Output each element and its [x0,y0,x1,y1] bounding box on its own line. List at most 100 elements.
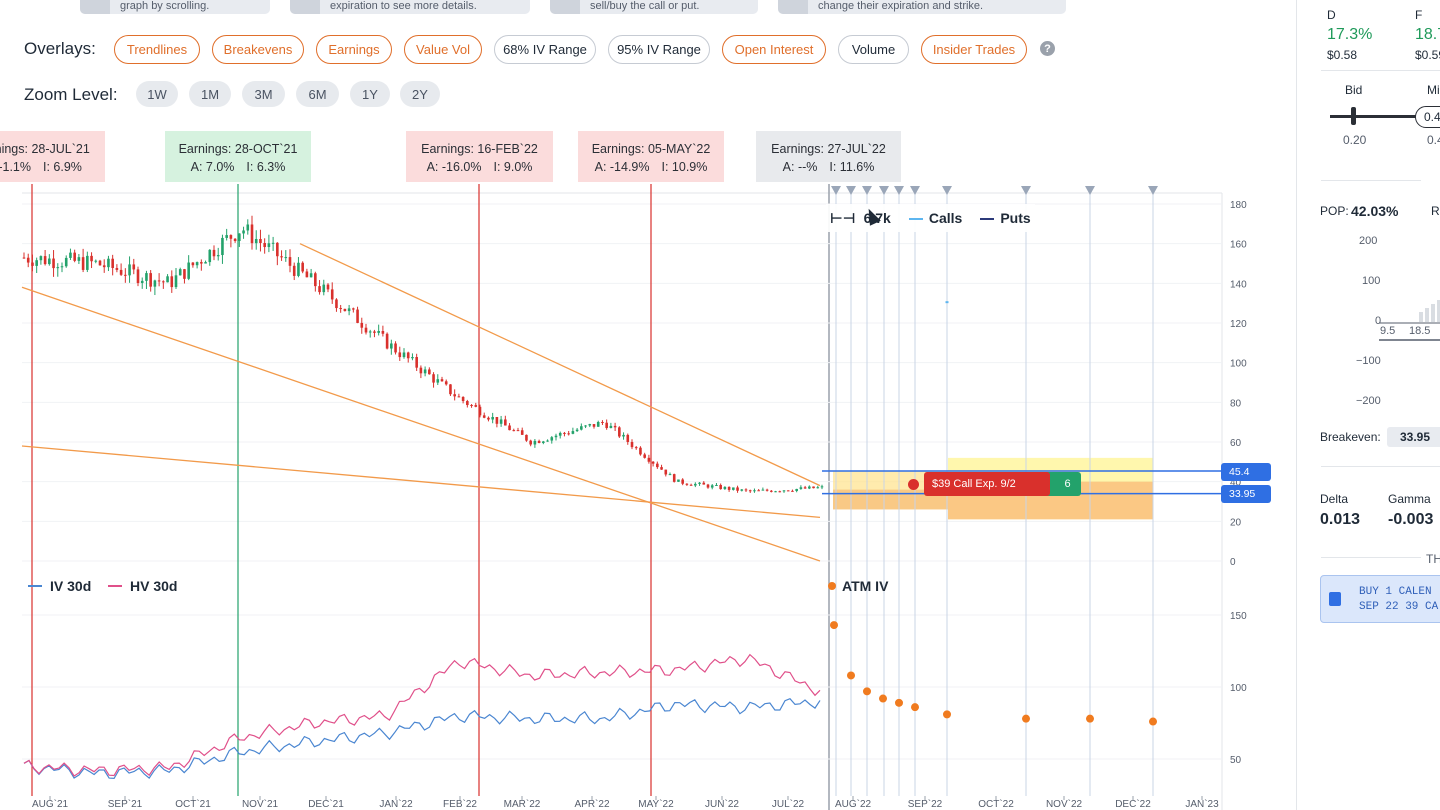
candle-body [271,242,275,244]
candle-body [461,396,465,402]
candle-body [656,463,659,468]
earnings-actual: A: 7.0% [190,160,235,174]
d-price: $0.58 [1327,48,1358,62]
overlay-breakevens-button[interactable]: Breakevens [212,35,304,64]
candle-body [149,273,152,287]
candle-body [605,422,608,429]
zoom-1w-button[interactable]: 1W [136,81,178,107]
candle-body [808,486,811,489]
candle-body [816,487,820,489]
candle-body [571,431,575,434]
candle-body [98,260,102,266]
candle-body [77,257,81,261]
candle-body [335,299,338,309]
copy-icon[interactable] [1329,592,1341,606]
candle-body [314,273,317,287]
hv-30d-legend[interactable]: HV 30d [130,578,178,594]
earnings-box[interactable]: Earnings: 27-JUL`22 A: --% I: 11.6% [756,131,901,182]
candle-body [634,447,638,449]
overlay-68-iv-range-button[interactable]: 68% IV Range [494,35,596,64]
price-chart[interactable]: 0 20 40 60 80 100 120 140 160 180 50 100 150 AUG`21 S… [0,184,1290,810]
candle-body [263,242,266,248]
trade-order-box[interactable]: BUY 1 CALEN SEP 22 39 CA [1320,575,1440,623]
candle-body [107,258,110,268]
iv-30d-legend[interactable]: IV 30d [50,578,92,594]
candle-body [626,434,630,442]
overlay-earnings-button[interactable]: Earnings [316,35,392,64]
tip-text: graph by scrolling. [120,0,210,12]
candle-body [69,252,72,258]
price-slider-handle[interactable] [1351,107,1356,125]
overlay-insider-trades-button[interactable]: Insider Trades [921,35,1027,64]
candle-body [770,490,773,492]
x-tick-label: OCT`22 [978,798,1014,810]
candle-body [719,484,722,490]
earnings-box[interactable]: Earnings: 16-FEB`22 A: -16.0% I: 9.0% [406,131,553,182]
pl-tick: −200 [1356,395,1381,407]
overlay-volume-button[interactable]: Volume [838,35,909,64]
overlay-trendlines-button[interactable]: Trendlines [114,35,200,64]
calls-legend[interactable]: Calls [928,210,963,226]
candle-body [715,484,718,486]
candle-body [698,482,701,484]
candle-body [195,262,199,266]
pl-x-tick: 9.5 [1380,325,1396,337]
puts-swatch [980,218,995,221]
candle-body [744,489,748,491]
earnings-box[interactable]: Earnings: 28-JUL`21 A: -1.1% I: 6.9% [0,131,105,182]
help-icon[interactable]: ? [1040,41,1055,56]
zoom-1y-button[interactable]: 1Y [350,81,390,107]
candle-body [204,262,207,264]
candle-body [525,434,528,441]
zoom-6m-button[interactable]: 6M [296,81,339,107]
overlay-open-interest-button[interactable]: Open Interest [722,35,826,64]
candle-body [487,417,490,420]
overlay-95-iv-range-button[interactable]: 95% IV Range [608,35,710,64]
iv-tick-label: 50 [1230,755,1242,766]
trade-call-label[interactable]: $39 Call Exp. 9/2 [924,472,1050,496]
earnings-title: Earnings: 28-JUL`21 [0,142,90,156]
candle-body [402,352,406,358]
overlay-value-vol-button[interactable]: Value Vol [404,35,482,64]
candle-body [305,271,309,278]
price-slider-track[interactable] [1330,115,1440,118]
breakeven-low-tag[interactable]: 33.95 [1221,485,1271,503]
candle-body [647,457,651,462]
mid-price-handle[interactable]: 0.4 [1415,106,1440,128]
earnings-box[interactable]: Earnings: 05-MAY`22 A: -14.9% I: 10.9% [578,131,724,182]
atm-iv-point [943,710,951,719]
expiration-marker-icon [1085,186,1095,195]
breakeven-high-tag[interactable]: 45.4 [1221,463,1271,481]
atm-iv-point [847,671,855,680]
candle-body [90,255,93,262]
candle-body [786,490,790,492]
atm-iv-legend[interactable]: ATM IV [842,578,889,594]
candle-body [292,265,296,276]
gamma-value: -0.003 [1388,511,1434,528]
bid-value: 0.20 [1343,133,1367,147]
price-tick-label: 180 [1230,200,1247,211]
candle-body [664,469,668,475]
puts-legend[interactable]: Puts [1000,210,1031,226]
pl-x-tick: 18.5 [1409,325,1431,337]
candle-body [187,262,190,279]
candle-body [554,435,558,438]
zoom-3m-button[interactable]: 3M [242,81,285,107]
zoom-1m-button[interactable]: 1M [189,81,231,107]
candle-body [373,331,376,333]
candle-body [436,379,440,383]
candle-body [423,369,427,374]
trade-extra: 6 [1064,478,1071,490]
candle-body [622,434,625,437]
candle-body [242,230,245,234]
candle-body [86,255,89,270]
candle-body [520,430,524,435]
price-tick-label: 160 [1230,240,1247,251]
earnings-implied: I: 6.9% [43,160,82,174]
earnings-box[interactable]: Earnings: 28-OCT`21 A: 7.0% I: 6.3% [165,131,311,182]
candle-body [280,256,283,258]
zoom-2y-button[interactable]: 2Y [400,81,440,107]
candle-body [326,284,330,290]
candle-body [411,357,414,359]
trade-marker-icon[interactable] [908,479,919,490]
